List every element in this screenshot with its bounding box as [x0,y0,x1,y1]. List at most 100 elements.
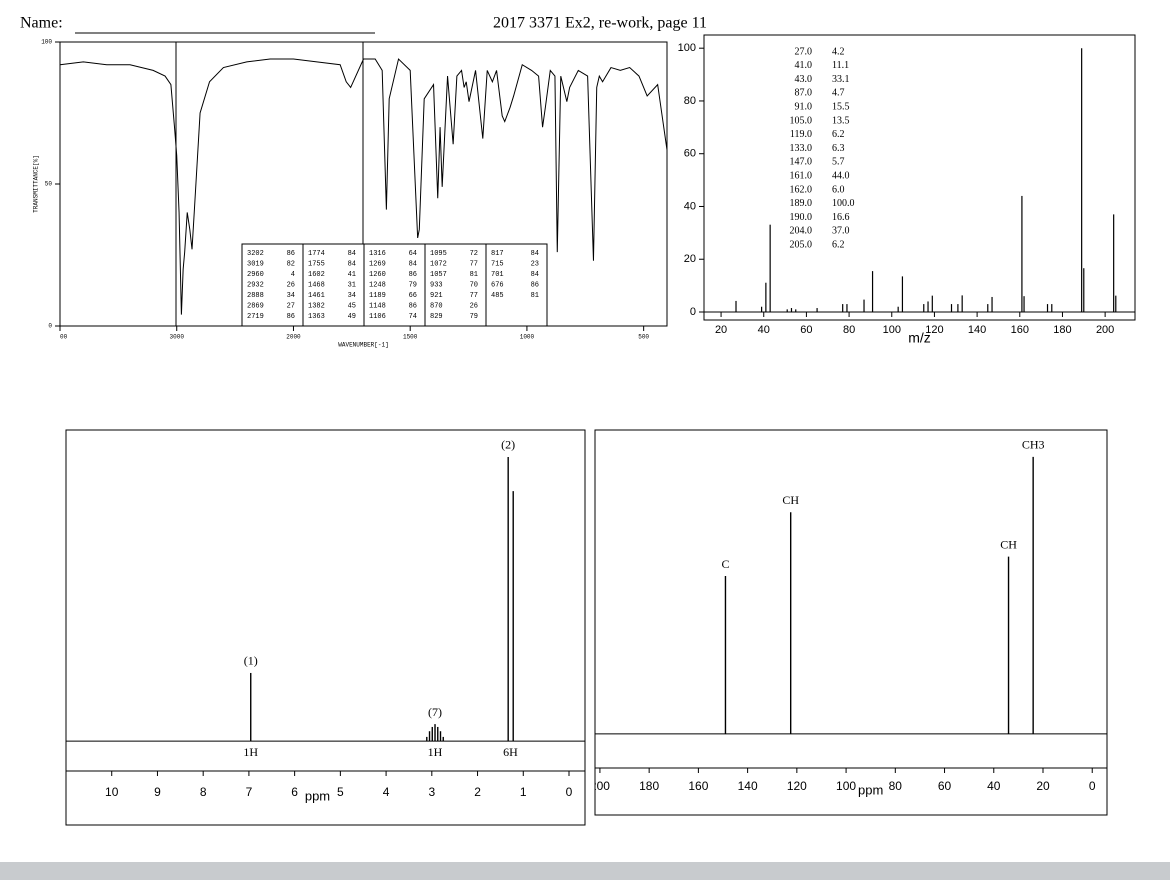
table-transmittance: 31 [348,281,356,289]
x-tick-label: 20 [1036,779,1050,793]
x-tick-label: 100 [883,324,901,336]
x-tick-label: 9 [154,785,161,799]
x-tick-label: 60 [800,324,812,336]
table-transmittance: 84 [348,250,356,258]
table-wavenumber: 1774 [308,250,325,258]
x-tick-label: 1000 [520,334,535,341]
table-transmittance: 79 [409,281,417,289]
x-tick-label: 200 [1096,324,1114,336]
table-intensity: 16.6 [832,212,850,223]
table-wavenumber: 715 [491,260,504,268]
table-transmittance: 77 [470,260,478,268]
plot-frame [703,34,1136,321]
chart: 4000 3000 2000 1500 1000 500 0 50 100 WAVENUMBER[… [33,39,668,349]
table-wavenumber: 1057 [430,271,447,279]
table-wavenumber: 676 [491,281,504,289]
table-wavenumber: 3202 [247,250,264,258]
table-wavenumber: 1461 [308,292,325,300]
table-transmittance: 23 [531,260,539,268]
table-mz: 189.0 [790,198,813,209]
table-wavenumber: 485 [491,292,504,300]
table-transmittance: 82 [287,260,295,268]
peak-label: C [721,557,729,571]
table-wavenumber: 1072 [430,260,447,268]
table-mz: 43.0 [795,74,813,85]
table-wavenumber: 933 [430,281,443,289]
page-title: 2017 3371 Ex2, re-work, page 11 [493,15,707,32]
x-tick-label: 180 [1053,324,1071,336]
table-wavenumber: 1468 [308,281,325,289]
table-transmittance: 74 [409,313,417,321]
table-transmittance: 79 [470,313,478,321]
table-wavenumber: 1755 [308,260,325,268]
table-transmittance: 26 [470,302,478,310]
table-mz: 147.0 [790,157,813,168]
table-mz: 204.0 [790,226,813,237]
table-wavenumber: 2719 [247,313,264,321]
table-wavenumber: 1189 [369,292,386,300]
x-axis-label: ppm [305,788,330,803]
table-mz: 190.0 [790,212,813,223]
table-intensity: 11.1 [832,60,849,71]
table-mz: 41.0 [795,60,813,71]
table-intensity: 15.5 [832,101,850,112]
table-transmittance: 84 [348,260,356,268]
x-tick-label: 0 [566,785,573,799]
table-wavenumber: 817 [491,250,504,258]
x-tick-label: 40 [758,324,770,336]
x-tick-label: 8 [200,785,207,799]
table-transmittance: 84 [409,260,417,268]
table-wavenumber: 1248 [369,281,386,289]
table-mz: 27.0 [795,46,813,57]
table-wavenumber: 2960 [247,271,264,279]
x-tick-label: 200 [590,779,610,793]
table-wavenumber: 1602 [308,271,325,279]
table-transmittance: 86 [531,281,539,289]
x-tick-label: 6 [291,785,298,799]
x-tick-labels: 200 180 160 140 120 100 80 60 40 20 0 [590,779,1096,793]
table-wavenumber: 1382 [308,302,325,310]
x-axis-label: ppm [858,782,883,797]
table-transmittance: 86 [409,271,417,279]
table-intensity: 6.0 [832,184,845,195]
y-tick-label: 100 [41,39,52,46]
x-axis-label: m/z [908,330,931,346]
bottom-bar [0,862,1170,880]
table-transmittance: 81 [531,292,539,300]
table-transmittance: 64 [409,250,417,258]
y-tick-label: 0 [48,323,52,330]
table-wavenumber: 921 [430,292,443,300]
table-transmittance: 81 [470,271,478,279]
x-tick-label: 140 [968,324,986,336]
table-transmittance: 49 [348,313,356,321]
table-transmittance: 84 [531,271,539,279]
table-mz: 162.0 [790,184,813,195]
table-wavenumber: 701 [491,271,504,279]
x-tick-label: 80 [843,324,855,336]
x-tick-labels: 10 9 8 7 6 5 4 3 2 1 0 [105,785,573,799]
table-wavenumber: 1363 [308,313,325,321]
table-intensity: 4.7 [832,88,845,99]
table-intensity: 33.1 [832,74,850,85]
table-transmittance: 26 [287,281,295,289]
y-tick-label: 40 [684,200,696,212]
peak-label: CH [1000,537,1017,551]
table-transmittance: 45 [348,302,356,310]
table-wavenumber: 2932 [247,281,264,289]
table-transmittance: 86 [287,313,295,321]
table-wavenumber: 2888 [247,292,264,300]
table-transmittance: 34 [287,292,295,300]
x-tick-label: 160 [688,779,708,793]
table-wavenumber: 1095 [430,250,447,258]
x-tick-label: 80 [889,779,903,793]
integral-label: 6H [503,745,518,759]
table-transmittance: 72 [470,250,478,258]
x-tick-label: 120 [787,779,807,793]
y-tick-label: 60 [684,148,696,160]
x-tick-label: 4000 [53,334,68,341]
table-mz: 105.0 [790,115,813,126]
table-intensity: 4.2 [832,46,845,57]
table-transmittance: 34 [348,292,356,300]
